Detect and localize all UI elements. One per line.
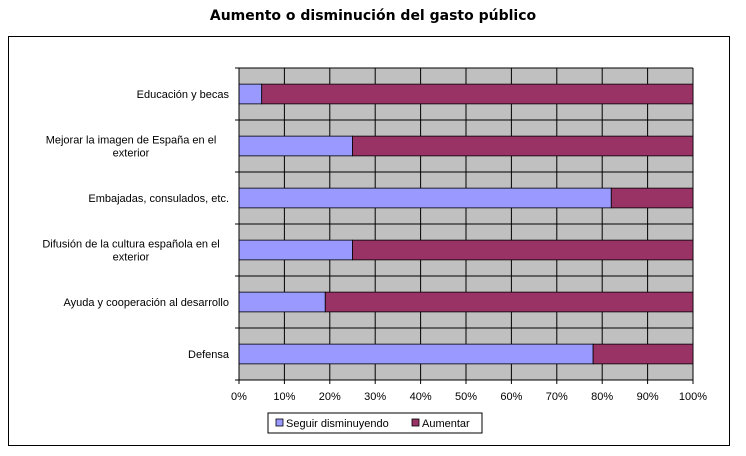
bar-seguir-disminuyendo	[238, 291, 326, 313]
x-tick-label: 40%	[410, 391, 432, 403]
x-tick-label: 30%	[364, 391, 386, 403]
category-label-line: Defensa	[188, 349, 230, 361]
chart-title: Aumento o disminución del gasto público	[209, 8, 537, 24]
category-label: Embajadas, consulados, etc.	[88, 193, 229, 205]
category-label: Educación y becas	[137, 89, 230, 101]
x-tick-label: 70%	[546, 391, 568, 403]
category-label-line: Difusión de la cultura española en el	[42, 239, 219, 251]
bar-aumentar	[592, 343, 694, 365]
bar-seguir-disminuyendo	[238, 83, 263, 105]
category-label-line: exterior	[113, 252, 150, 264]
category-label-line: Embajadas, consulados, etc.	[88, 193, 229, 205]
bar-seguir-disminuyendo	[238, 239, 353, 261]
bar-aumentar	[261, 83, 694, 105]
x-tick-label: 100%	[679, 391, 707, 403]
bar-seguir-disminuyendo	[238, 135, 353, 157]
x-tick-label: 90%	[637, 391, 659, 403]
bar-aumentar	[352, 239, 694, 261]
bar-aumentar	[324, 291, 694, 313]
x-tick-label: 50%	[455, 391, 477, 403]
x-tick-label: 60%	[500, 391, 522, 403]
legend-swatch-seguir-disminuyendo	[275, 418, 284, 427]
category-label: Mejorar la imagen de España en el exterio…	[46, 135, 217, 160]
category-label: Defensa	[188, 349, 230, 361]
legend-label: Aumentar	[422, 418, 470, 430]
legend-box	[267, 412, 483, 434]
x-tick-label: 10%	[273, 391, 295, 403]
category-label-line: Educación y becas	[137, 89, 230, 101]
bar-aumentar	[610, 187, 694, 209]
x-tick-label: 80%	[591, 391, 613, 403]
category-label-line: Ayuda y cooperación al desarrollo	[63, 297, 229, 309]
bar-seguir-disminuyendo	[238, 343, 594, 365]
category-label: Difusión de la cultura española en el ext…	[42, 239, 219, 264]
bar-seguir-disminuyendo	[238, 187, 612, 209]
category-label-line: exterior	[113, 148, 150, 160]
category-label: Ayuda y cooperación al desarrollo	[63, 297, 229, 309]
category-label-line: Mejorar la imagen de España en el	[46, 135, 217, 147]
x-tick-label: 0%	[231, 391, 247, 403]
x-tick-label: 20%	[319, 391, 341, 403]
bar-aumentar	[352, 135, 694, 157]
legend-label: Seguir disminuyendo	[286, 418, 389, 430]
legend-swatch-aumentar	[411, 418, 420, 427]
